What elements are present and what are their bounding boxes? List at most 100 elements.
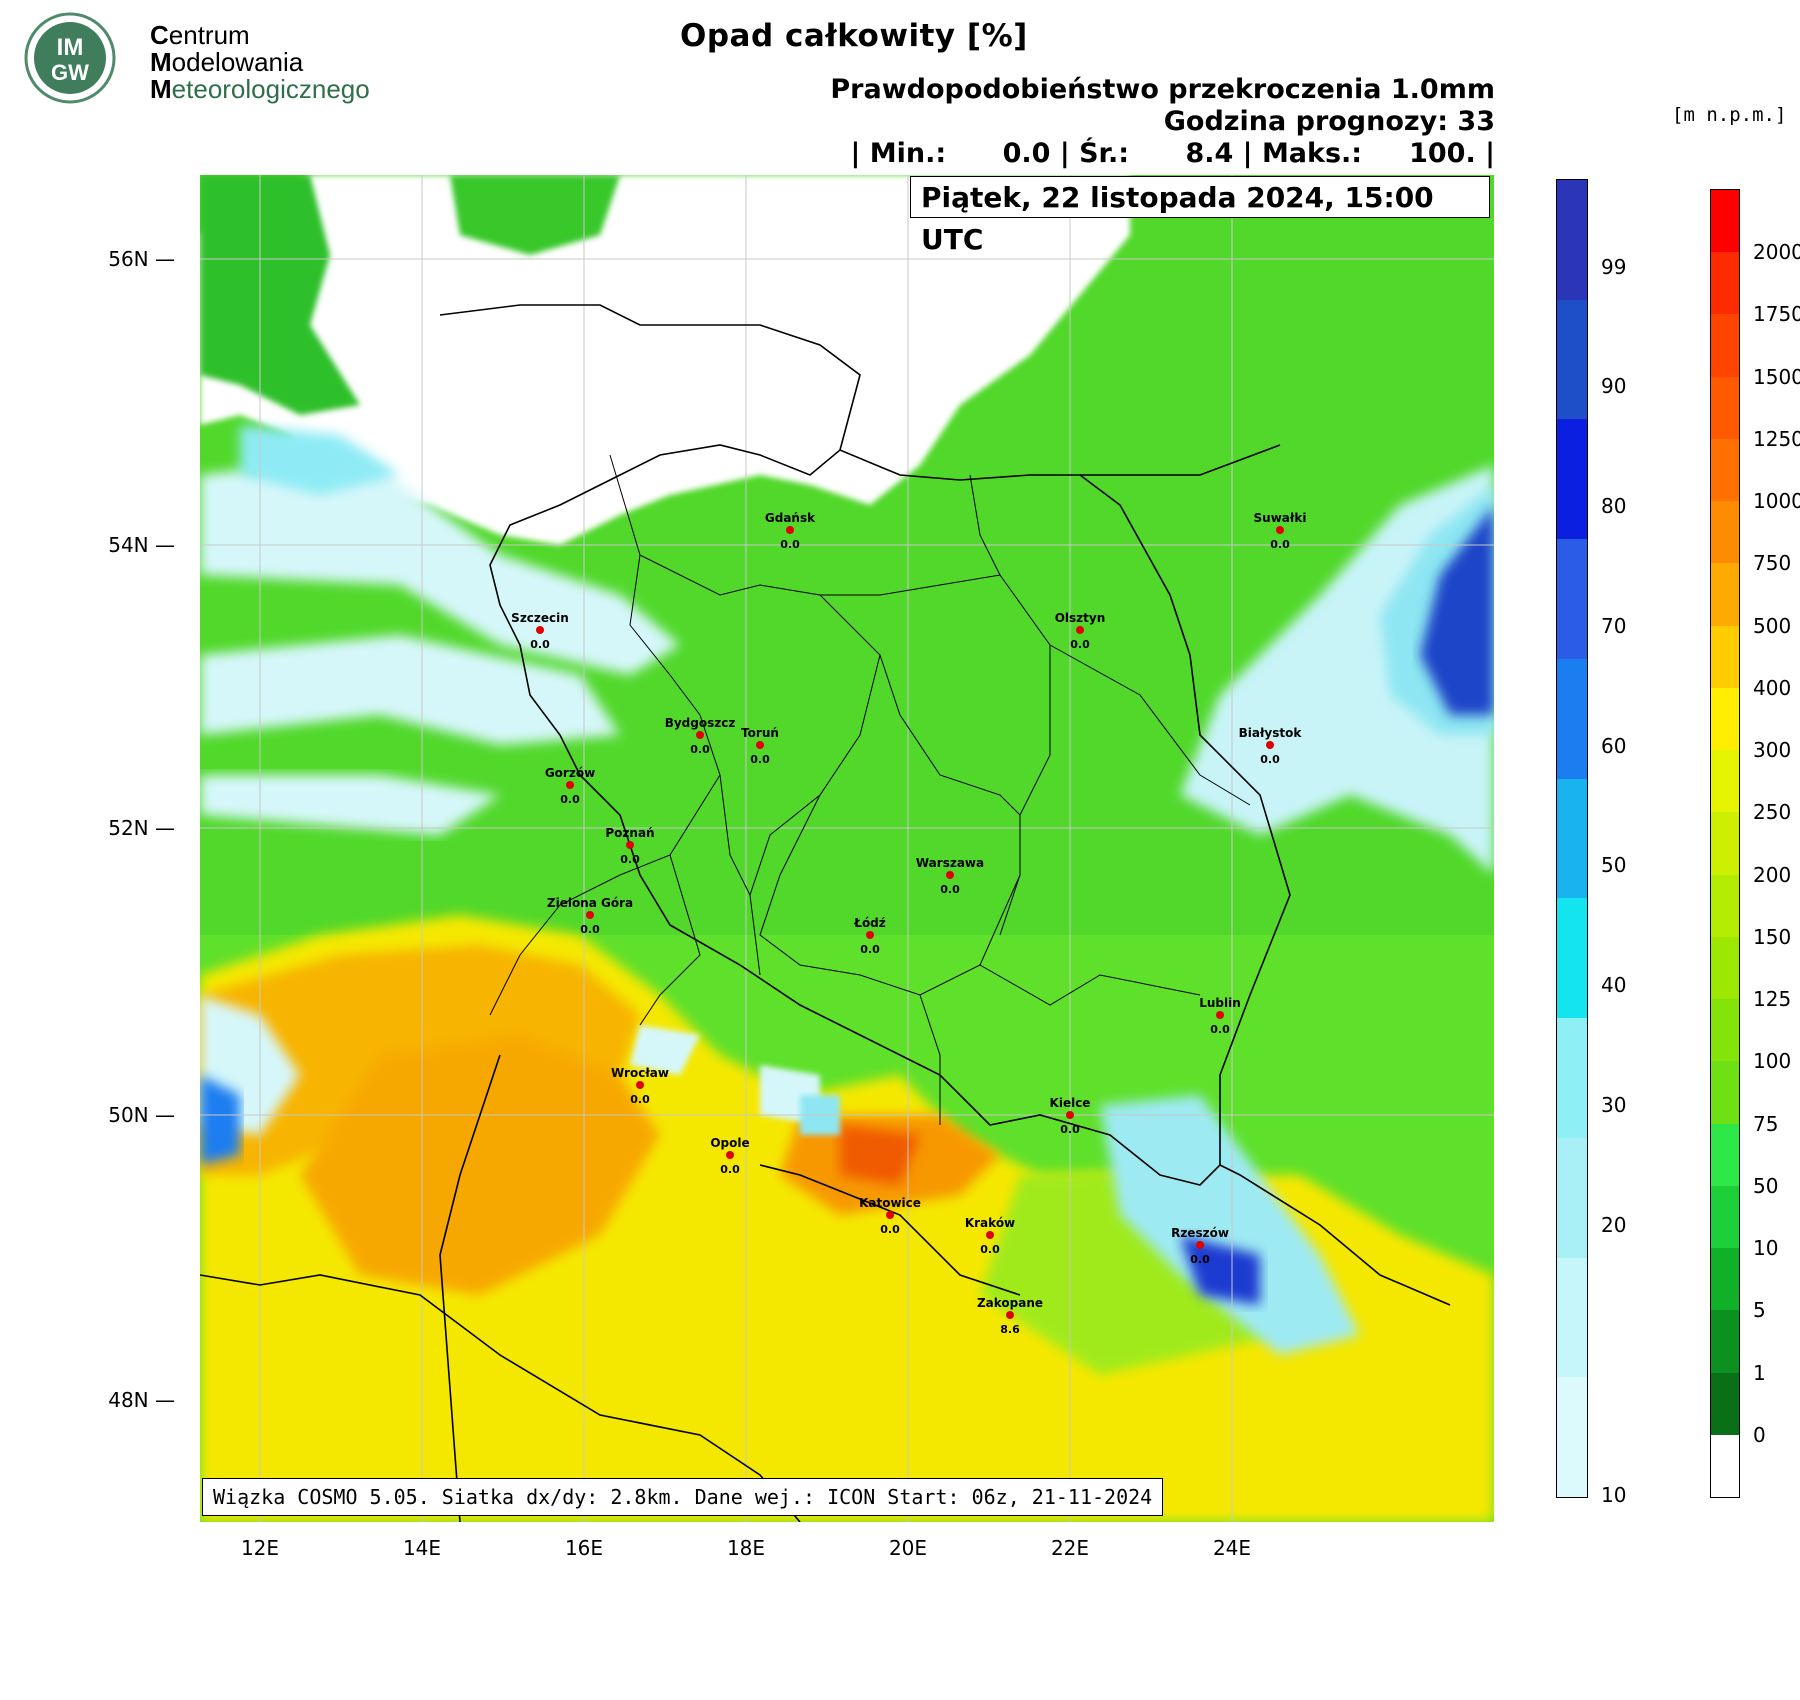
elevation-colorbar-segment [1711, 1061, 1739, 1124]
latitude-label: 52N — [108, 816, 175, 840]
logo-line3-rest: eteorologicznego [171, 74, 370, 104]
longitude-label: 22E [1050, 1536, 1090, 1560]
imgw-logo: IM GW [10, 8, 390, 114]
city-markers: Gdańsk 0.0 Suwałki 0.0 Olsztyn 0.0 Szczecin 0.0… [511, 511, 1306, 1336]
probability-colorbar-label: 20 [1601, 1212, 1627, 1237]
probability-colorbar-label: 70 [1601, 613, 1627, 638]
longitude-label: 12E [240, 1536, 280, 1560]
map-subtitle: Prawdopodobieństwo przekroczenia 1.0mm [830, 74, 1495, 105]
city-dot [1076, 626, 1084, 634]
probability-colorbar-segment [1557, 1018, 1587, 1139]
city-name: Warszawa [916, 856, 984, 870]
elevation-colorbar-label: 0 [1753, 1422, 1766, 1447]
longitude-label: 20E [888, 1536, 928, 1560]
longitude-label: 16E [564, 1536, 604, 1560]
city-marker: Warszawa 0.0 [916, 856, 984, 896]
city-name: Lublin [1199, 996, 1241, 1010]
elevation-colorbar-label: 100 [1753, 1049, 1792, 1074]
city-name: Suwałki [1254, 511, 1307, 525]
logo-badge-text-2: GW [51, 60, 89, 85]
probability-colorbar-segment [1557, 539, 1587, 660]
city-marker: Zielona Góra 0.0 [547, 896, 633, 936]
city-marker: Rzeszów 0.0 [1171, 1226, 1229, 1266]
city-dot [756, 741, 764, 749]
elevation-unit: [m n.p.m.] [1672, 104, 1787, 126]
city-marker: Olsztyn 0.0 [1055, 611, 1106, 651]
elevation-colorbar-label: 5 [1753, 1298, 1766, 1323]
logo-badge-text-1: IM [57, 34, 84, 61]
city-dot [1216, 1011, 1224, 1019]
city-dot [786, 526, 794, 534]
city-value: 0.0 [1210, 1023, 1230, 1036]
city-marker: Gorzów 0.0 [545, 766, 595, 806]
probability-colorbar-segment [1557, 1377, 1587, 1498]
city-dot [1006, 1311, 1014, 1319]
city-value: 0.0 [780, 538, 800, 551]
elevation-colorbar-label: 10 [1753, 1236, 1779, 1261]
city-marker: Katowice 0.0 [859, 1196, 921, 1236]
probability-colorbar-segment [1557, 180, 1587, 301]
probability-colorbar-label: 90 [1601, 374, 1627, 399]
city-marker: Opole 0.0 [710, 1136, 749, 1176]
city-name: Olsztyn [1055, 611, 1106, 625]
city-dot [1196, 1241, 1204, 1249]
elevation-colorbar-label: 75 [1753, 1111, 1779, 1136]
city-marker: Kielce 0.0 [1050, 1096, 1091, 1136]
city-dot [726, 1151, 734, 1159]
logo-line1-rest: entrum [168, 20, 250, 50]
city-value: 0.0 [560, 793, 580, 806]
city-marker: Toruń 0.0 [741, 726, 779, 766]
city-dot [946, 871, 954, 879]
elevation-colorbar-label: 250 [1753, 800, 1792, 825]
voivodeship-borders [489, 454, 1251, 1125]
city-name: Gorzów [545, 766, 595, 780]
elevation-colorbar-segment [1711, 1434, 1739, 1497]
elevation-colorbar-frame [1710, 189, 1740, 1498]
city-dot [1276, 526, 1284, 534]
city-marker: Kraków 0.0 [965, 1216, 1015, 1256]
map-title: Opad całkowity [%] [680, 18, 1028, 54]
longitude-label: 14E [402, 1536, 442, 1560]
map-graticule [200, 175, 1494, 1522]
map-field [200, 175, 1494, 1522]
logo-line1-initial: C [150, 20, 169, 50]
city-dot [986, 1231, 994, 1239]
city-value: 0.0 [720, 1163, 740, 1176]
city-name: Wrocław [611, 1066, 669, 1080]
elevation-colorbar-segment [1711, 874, 1739, 937]
probability-colorbar-segment [1557, 299, 1587, 421]
probability-colorbar-segment [1557, 1137, 1587, 1259]
city-marker: Łódź 0.0 [853, 916, 886, 956]
elevation-colorbar-segment [1711, 376, 1739, 439]
elevation-colorbar-segment [1711, 1123, 1739, 1186]
logo-line3-initial: M [150, 74, 172, 104]
city-dot [626, 841, 634, 849]
forecast-hour: Godzina prognozy: 33 [1163, 106, 1495, 137]
city-name: Kielce [1050, 1096, 1091, 1110]
elevation-colorbar-segment [1711, 1310, 1739, 1373]
city-marker: Poznań 0.0 [605, 826, 654, 866]
elevation-colorbar-segment [1711, 1372, 1739, 1435]
city-marker: Lublin 0.0 [1199, 996, 1241, 1036]
city-dot [566, 781, 574, 789]
elevation-colorbar-segment [1711, 812, 1739, 875]
elevation-colorbar-segment [1711, 252, 1739, 315]
latitude-label: 56N — [108, 247, 175, 271]
city-marker: Bydgoszcz 0.0 [665, 716, 736, 756]
city-dot [886, 1211, 894, 1219]
elevation-colorbar-label: 1000 [1753, 489, 1800, 514]
latitude-label: 48N — [108, 1388, 175, 1412]
city-name: Gdańsk [765, 511, 816, 525]
longitude-label: 24E [1212, 1536, 1252, 1560]
city-name: Kraków [965, 1216, 1015, 1230]
city-value: 0.0 [940, 883, 960, 896]
elevation-colorbar-segment [1711, 501, 1739, 564]
logo-line2-initial: M [150, 47, 172, 77]
elevation-colorbar-label: 150 [1753, 924, 1792, 949]
city-name: Toruń [741, 726, 779, 740]
probability-colorbar-segment [1557, 778, 1587, 900]
longitude-label: 18E [726, 1536, 766, 1560]
city-value: 0.0 [750, 753, 770, 766]
city-marker: Gdańsk 0.0 [765, 511, 816, 551]
probability-colorbar-frame [1556, 179, 1588, 1498]
